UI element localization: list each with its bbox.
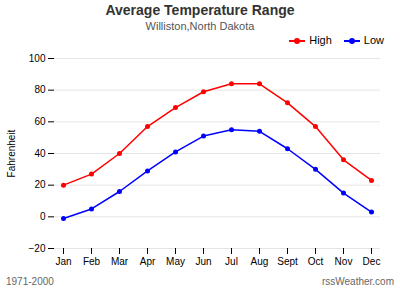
svg-text:Oct: Oct [308, 256, 324, 267]
html-text:1971-2000: 1971-2000 [6, 276, 54, 287]
svg-text:80: 80 [34, 84, 46, 95]
svg-text:May: May [166, 256, 185, 267]
svg-text:Mar: Mar [111, 256, 129, 267]
svg-text:Jun: Jun [195, 256, 211, 267]
svg-text:Nov: Nov [335, 256, 353, 267]
svg-text:Sept: Sept [277, 256, 298, 267]
svg-text:Jan: Jan [55, 256, 71, 267]
svg-text:0: 0 [40, 211, 46, 222]
html-text:rssWeather.com: rssWeather.com [321, 276, 394, 287]
svg-text:Fahrenheit: Fahrenheit [6, 129, 17, 177]
svg-text:Dec: Dec [363, 256, 381, 267]
svg-text:Feb: Feb [83, 256, 101, 267]
svg-text:−20: −20 [29, 243, 46, 254]
html-text:Low: Low [363, 34, 384, 46]
svg-text:100: 100 [29, 53, 46, 64]
svg-text:40: 40 [34, 148, 46, 159]
svg-text:60: 60 [34, 116, 46, 127]
svg-text:Aug: Aug [251, 256, 269, 267]
html-text:High: High [309, 34, 332, 46]
svg-text:Apr: Apr [140, 256, 156, 267]
svg-text:Jul: Jul [225, 256, 238, 267]
svg-text:20: 20 [34, 179, 46, 190]
html-text:Average Temperature Range: Average Temperature Range [105, 2, 295, 18]
html-text:Williston,North Dakota: Williston,North Dakota [145, 20, 255, 32]
